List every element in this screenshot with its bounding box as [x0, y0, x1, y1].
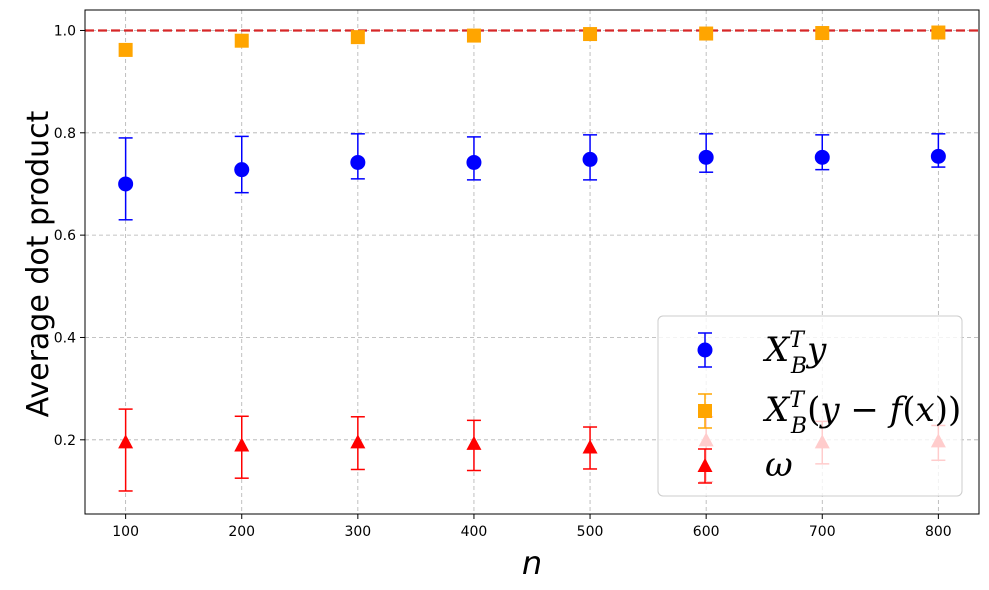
data-point: [350, 154, 366, 170]
y-tick-label: 0.2: [54, 433, 76, 449]
x-tick-label: 300: [344, 524, 371, 540]
x-tick-label: 600: [693, 524, 720, 540]
y-axis-title: Average dot product: [21, 110, 56, 417]
data-point: [930, 148, 946, 164]
data-point: [583, 27, 598, 42]
y-tick-label: 1.0: [54, 23, 76, 39]
data-point: [118, 434, 134, 449]
data-point: [582, 439, 598, 454]
data-point: [234, 33, 249, 48]
data-point: [350, 30, 365, 45]
legend-marker-circle: [697, 342, 713, 358]
data-point: [234, 437, 250, 452]
series-1: [118, 25, 946, 57]
data-point: [814, 149, 830, 165]
data-point: [931, 25, 946, 40]
legend-entry-omega: ω: [697, 445, 793, 485]
y-axis: 0.2 0.4 0.6 0.8 1.0: [54, 23, 85, 449]
legend-marker-square: [698, 404, 712, 418]
y-tick-label: 0.4: [54, 330, 76, 346]
data-point: [699, 26, 714, 41]
legend: XT By XT B(y − f(x)) ω: [657, 315, 963, 497]
x-tick-label: 400: [461, 524, 488, 540]
data-point: [118, 176, 134, 192]
data-point: [466, 28, 481, 43]
x-tick-label: 500: [577, 524, 604, 540]
data-point: [466, 154, 482, 170]
data-point: [350, 434, 366, 449]
series-0: [118, 133, 946, 221]
x-axis-title: n: [522, 544, 542, 582]
x-tick-label: 800: [925, 524, 952, 540]
y-tick-label: 0.6: [54, 228, 76, 244]
data-point: [466, 435, 482, 450]
data-point: [582, 151, 598, 167]
data-point: [815, 26, 830, 41]
legend-label-omega: ω: [765, 445, 793, 485]
x-tick-label: 200: [228, 524, 255, 540]
data-point: [698, 149, 714, 165]
legend-marker-triangle: [697, 458, 713, 472]
data-point: [118, 42, 133, 57]
y-tick-label: 0.8: [54, 126, 76, 142]
x-tick-label: 700: [809, 524, 836, 540]
legend-box: [657, 315, 963, 497]
x-axis: 100 200 300 400 500 600 700 800: [112, 514, 952, 540]
data-point: [234, 162, 250, 178]
plot-frame: [84, 9, 980, 515]
x-tick-label: 100: [112, 524, 139, 540]
